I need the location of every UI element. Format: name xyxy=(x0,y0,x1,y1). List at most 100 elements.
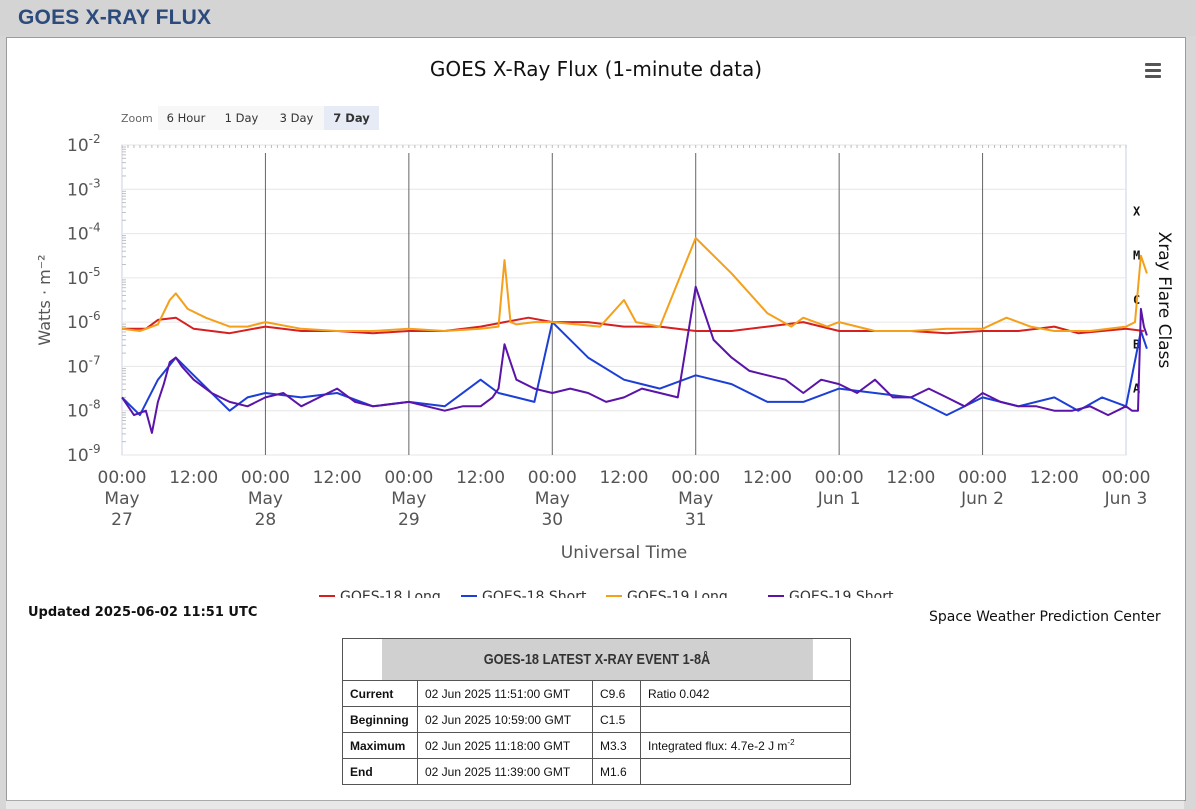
row-time: 02 Jun 2025 10:59:00 GMT xyxy=(417,706,593,733)
x-tick-label: 00:00 xyxy=(241,468,290,488)
event-table-title: GOES-18 LATEST X-RAY EVENT 1-8Å xyxy=(483,651,710,668)
header-bar: GOES X-RAY FLUX xyxy=(0,0,1196,36)
flare-class-label: M xyxy=(1133,249,1140,263)
row-label: End xyxy=(342,758,418,785)
y-tick-label: 10-7 xyxy=(67,353,101,377)
row-class: C1.5 xyxy=(592,706,641,733)
y-tick-label: 10-9 xyxy=(67,442,101,466)
zoom-button-label[interactable]: 1 Day xyxy=(225,111,259,125)
series-line-goes-19-long xyxy=(121,237,1148,332)
x-axis-title: Universal Time xyxy=(561,543,687,563)
x-tick-label: 12:00 xyxy=(600,468,649,488)
zoom-button-label[interactable]: 6 Hour xyxy=(167,111,206,125)
row-class: M3.3 xyxy=(592,732,641,759)
x-tick-day: 27 xyxy=(111,510,133,530)
y-tick-label: 10-3 xyxy=(67,176,101,200)
zoom-button-6-hour[interactable]: 6 Hour xyxy=(158,106,214,130)
row-label: Current xyxy=(342,680,418,707)
series-line-goes-19-short xyxy=(121,285,1148,434)
x-tick-label: 12:00 xyxy=(1030,468,1079,488)
row-extra xyxy=(640,706,851,733)
series-line-goes-18-long xyxy=(122,316,1145,335)
row-extra xyxy=(640,758,851,785)
y-tick-label: 10-4 xyxy=(67,221,101,245)
x-tick-label: 12:00 xyxy=(743,468,792,488)
x-tick-date: May xyxy=(248,489,283,509)
x-tick-label: 00:00 xyxy=(1102,468,1151,488)
x-tick-date: May xyxy=(678,489,713,509)
x-tick-date: Jun 3 xyxy=(1104,489,1148,509)
legend-label[interactable]: GOES-19 Long xyxy=(627,589,728,598)
y-tick-exponent: -6 xyxy=(89,309,101,323)
x-tick-date: Jun 1 xyxy=(817,489,861,509)
flare-class-label: A xyxy=(1133,382,1141,396)
legend-item[interactable]: GOES-19 Long xyxy=(606,589,728,598)
event-table: GOES-18 LATEST X-RAY EVENT 1-8Å Current … xyxy=(342,638,851,785)
y-tick-exponent: -7 xyxy=(89,353,101,367)
x-tick-day: 31 xyxy=(685,510,707,530)
y-tick-exponent: -2 xyxy=(89,132,101,146)
zoom-button-bg[interactable] xyxy=(324,106,379,130)
row-extra: Integrated flux: 4.7e-2 J m-2 xyxy=(640,732,851,759)
x-tick-label: 00:00 xyxy=(384,468,433,488)
row-label: Beginning xyxy=(342,706,418,733)
zoom-button-1-day[interactable]: 1 Day xyxy=(214,106,269,130)
x-tick-label: 12:00 xyxy=(456,468,505,488)
row-time: 02 Jun 2025 11:39:00 GMT xyxy=(417,758,593,785)
row-class: M1.6 xyxy=(592,758,641,785)
row-class: C9.6 xyxy=(592,680,641,707)
zoom-button-7-day[interactable]: 7 Day xyxy=(324,106,379,130)
table-row: Maximum 02 Jun 2025 11:18:00 GMT M3.3 In… xyxy=(342,732,851,759)
xray-flux-chart: GOES X-Ray Flux (1-minute data) Zoom 6 H… xyxy=(35,57,1174,598)
zoom-button-label[interactable]: 3 Day xyxy=(280,111,314,125)
chart-panel: GOES X-Ray Flux (1-minute data) Zoom 6 H… xyxy=(6,37,1186,801)
y-tick-label: 10-2 xyxy=(67,132,101,156)
page-title: GOES X-RAY FLUX xyxy=(18,6,212,29)
y-tick-exponent: -5 xyxy=(89,265,101,279)
row-extra-sup: -2 xyxy=(787,738,795,747)
zoom-button-bg[interactable] xyxy=(214,106,269,130)
zoom-label: Zoom xyxy=(121,112,153,125)
x-tick-date: May xyxy=(391,489,426,509)
table-row: Current 02 Jun 2025 11:51:00 GMT C9.6 Ra… xyxy=(342,680,851,707)
y2-axis-title: Xray Flare Class xyxy=(1154,232,1174,369)
zoom-button-bg[interactable] xyxy=(269,106,324,130)
chart-title: GOES X-Ray Flux (1-minute data) xyxy=(430,57,762,81)
x-tick-day: 29 xyxy=(398,510,420,530)
updated-timestamp: Updated 2025-06-02 11:51 UTC xyxy=(28,605,258,620)
x-tick-label: 12:00 xyxy=(886,468,935,488)
y-tick-label: 10-6 xyxy=(67,309,101,333)
y-tick-label: 10-8 xyxy=(67,398,101,422)
x-tick-day: 28 xyxy=(255,510,277,530)
row-time: 02 Jun 2025 11:18:00 GMT xyxy=(417,732,593,759)
table-row: End 02 Jun 2025 11:39:00 GMT M1.6 xyxy=(342,758,851,785)
x-tick-label: 00:00 xyxy=(98,468,147,488)
x-tick-label: 12:00 xyxy=(313,468,362,488)
flare-class-label: B xyxy=(1133,337,1140,351)
zoom-button-bg[interactable] xyxy=(158,106,214,130)
x-tick-date: Jun 2 xyxy=(960,489,1004,509)
x-tick-day: 30 xyxy=(541,510,563,530)
legend-item[interactable]: GOES-18 Long xyxy=(319,589,441,598)
table-row: Beginning 02 Jun 2025 10:59:00 GMT C1.5 xyxy=(342,706,851,733)
zoom-button-label[interactable]: 7 Day xyxy=(333,111,370,125)
y-axis-title: Watts · m⁻² xyxy=(35,254,54,345)
legend-item[interactable]: GOES-18 Short xyxy=(461,589,587,598)
row-label: Maximum xyxy=(342,732,418,759)
legend-label[interactable]: GOES-19 Short xyxy=(789,589,894,598)
x-tick-label: 00:00 xyxy=(671,468,720,488)
credit-text: Space Weather Prediction Center xyxy=(929,609,1161,625)
zoom-button-3-day[interactable]: 3 Day xyxy=(269,106,324,130)
y-tick-exponent: -8 xyxy=(89,398,101,412)
x-tick-date: May xyxy=(535,489,570,509)
y-tick-exponent: -4 xyxy=(89,221,101,235)
row-extra: Ratio 0.042 xyxy=(640,680,851,707)
row-extra-text: Ratio 0.042 xyxy=(648,687,710,701)
flare-class-label: X xyxy=(1133,204,1141,218)
legend-label[interactable]: GOES-18 Short xyxy=(482,589,587,598)
x-tick-label: 12:00 xyxy=(169,468,218,488)
hamburger-menu-icon[interactable] xyxy=(1145,63,1161,78)
legend-label[interactable]: GOES-18 Long xyxy=(340,589,441,598)
legend-item[interactable]: GOES-19 Short xyxy=(768,589,894,598)
x-tick-label: 00:00 xyxy=(958,468,1007,488)
